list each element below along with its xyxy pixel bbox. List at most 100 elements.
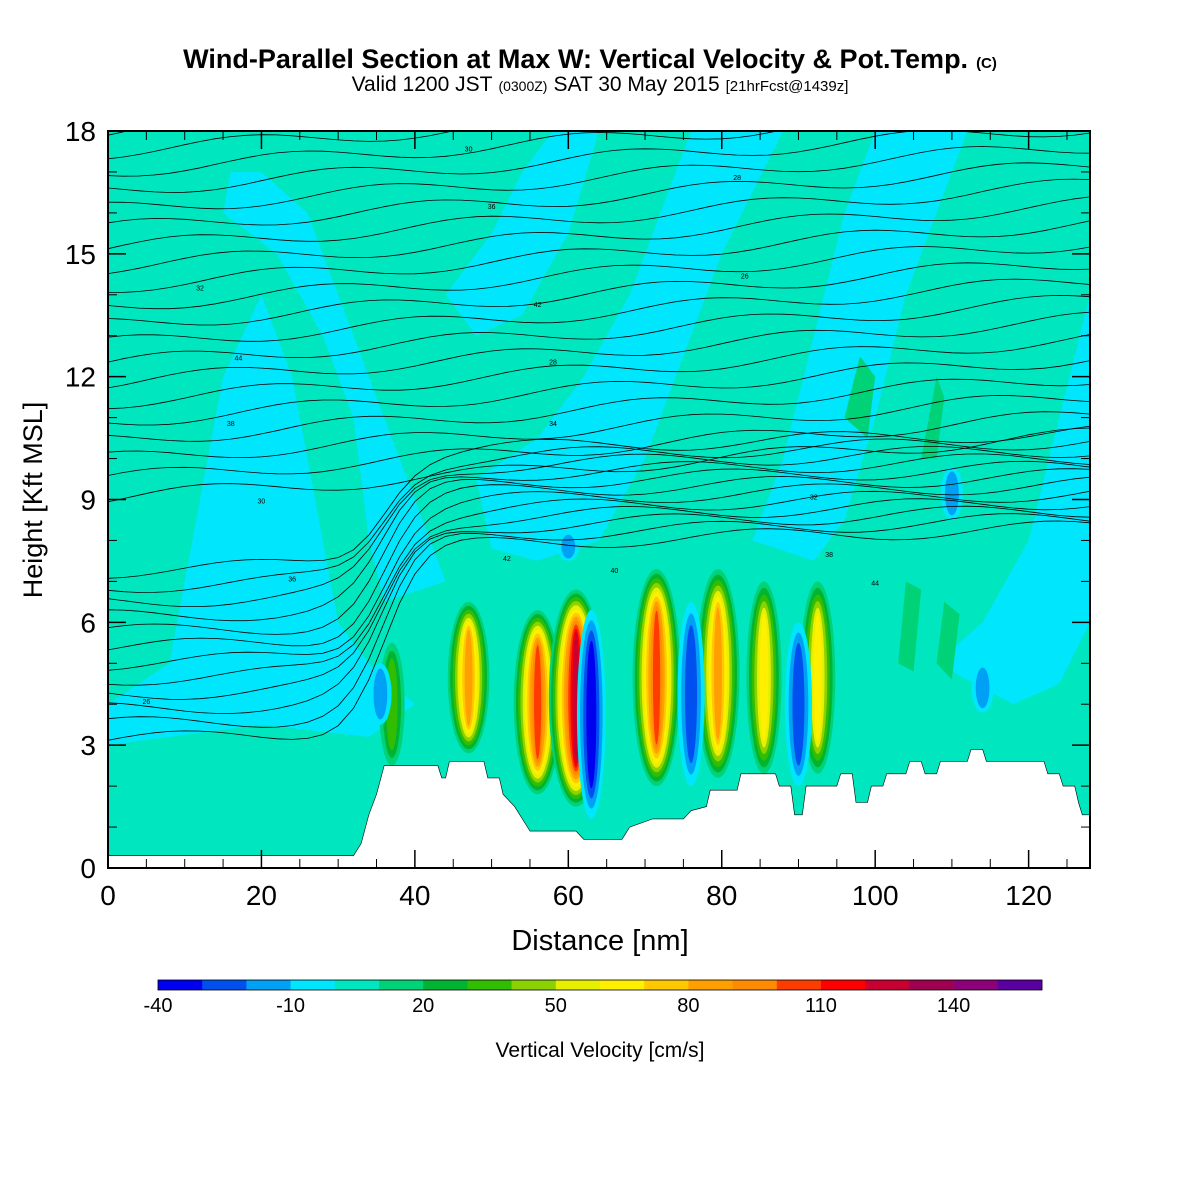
weak-downdraft-region: [223, 171, 446, 602]
weak-updraft-region: [921, 376, 945, 459]
x-tick-label: 80: [706, 880, 737, 911]
isentrope-label: 30: [258, 499, 266, 506]
colorbar-tick-label: -40: [144, 995, 173, 1017]
isentrope-line: [108, 294, 1090, 363]
updraft-column: [464, 629, 473, 726]
isentrope-line: [108, 394, 1090, 459]
colorbar-tick-label: -10: [276, 995, 305, 1017]
downdraft-column: [685, 624, 698, 764]
isentrope-label: 32: [810, 495, 818, 502]
x-tick-label: 0: [100, 880, 116, 911]
valid-zulu: (0300Z): [498, 78, 547, 94]
downdraft-column: [586, 640, 597, 789]
updraft-column: [813, 614, 822, 742]
x-axis-label: Distance [nm]: [511, 925, 688, 957]
isentrope-label: 36: [488, 204, 496, 211]
isentrope-line: [108, 520, 1090, 741]
colorbar-tick-label: 80: [677, 995, 699, 1017]
colorbar-swatch: [732, 980, 778, 990]
colorbar-swatch: [688, 980, 733, 990]
chart-title-suffix: (C): [976, 55, 997, 72]
y-tick-label: 9: [80, 485, 96, 516]
colorbar-label: Vertical Velocity [cm/s]: [496, 1039, 705, 1062]
colorbar-swatch: [246, 980, 291, 990]
x-tick-label: 120: [1005, 880, 1052, 911]
isentrope-line: [108, 278, 1090, 342]
colorbar-swatch: [290, 980, 336, 990]
colorbar-swatch: [865, 980, 910, 990]
y-tick-label: 18: [65, 116, 96, 147]
downdraft-column: [561, 534, 576, 559]
chart-title: Wind-Parallel Section at Max W: Vertical…: [183, 44, 997, 74]
isentrope-line: [108, 460, 1090, 635]
chart-title-main: Wind-Parallel Section at Max W: Vertical…: [183, 44, 968, 74]
isentrope-line: [108, 425, 1090, 579]
colorbar-swatch: [644, 980, 689, 990]
isentrope-label: 36: [288, 576, 296, 583]
isentrope-line: [108, 334, 1090, 410]
isentrope-line: [108, 196, 1090, 274]
colorbar-swatch: [467, 980, 512, 990]
colorbar-swatch: [334, 980, 380, 990]
isentrope-line: [108, 513, 1090, 728]
weak-downdraft-region: [476, 131, 784, 561]
y-tick-label: 0: [80, 853, 96, 884]
x-tick-label: 20: [246, 880, 277, 911]
isentrope-label: 26: [142, 699, 150, 706]
colorbar-swatch: [953, 980, 999, 990]
terrain: [108, 748, 1090, 868]
isentrope-line: [108, 453, 1090, 622]
updraft-column: [713, 607, 722, 740]
valid-prefix: Valid 1200 JST: [352, 73, 493, 96]
y-tick-label: 6: [80, 607, 96, 638]
isentrope-label: 38: [825, 552, 833, 559]
isentrope-label: 42: [503, 556, 511, 563]
downdraft-column: [945, 471, 959, 516]
colorbar-tick-label: 50: [545, 995, 567, 1017]
isentrope-line: [108, 468, 1090, 651]
colorbar: -40 -10 20 50 80 110 140: [144, 979, 1043, 1017]
theta-isentropes: 26 32 38 44 30 36 42 28 34 40 26 32 38 44 30 36 42 28: [108, 131, 1090, 741]
valid-forecast: [21hrFcst@1439z]: [726, 78, 849, 95]
isentrope-line: [108, 438, 1090, 593]
isentrope-line: [108, 311, 1090, 389]
isentrope-line: [108, 262, 1090, 326]
isentrope-line: [108, 131, 455, 160]
chart-valid-time: Valid 1200 JST (0300Z) SAT 30 May 2015 [21h…: [352, 73, 849, 96]
isentrope-line: [108, 131, 780, 177]
y-tick-label: 12: [65, 362, 96, 393]
isentrope-line: [108, 178, 1090, 250]
isentrope-line: [108, 498, 1090, 700]
colorbar-swatch: [909, 980, 954, 990]
isentrope-label: 42: [534, 302, 542, 309]
x-tick-label: 60: [553, 880, 584, 911]
y-tick-label: 3: [80, 730, 96, 761]
isentrope-label: 32: [196, 286, 204, 293]
terrain-profile: [108, 748, 1090, 868]
plot-area: 26 32 38 44 30 36 42 28 34 40 26 32 38 44 30 36 42 28: [108, 131, 1090, 868]
isentrope-line: [108, 246, 1090, 310]
isentrope-line: [108, 146, 1090, 210]
downdraft-column: [792, 642, 805, 766]
isentrope-line: [108, 411, 1090, 476]
colorbar-swatch: [423, 980, 468, 990]
colorbar-swatch: [997, 980, 1043, 990]
isentrope-label: 40: [610, 568, 618, 575]
weak-updraft-region: [936, 601, 960, 680]
colorbar-frame: [157, 979, 1043, 991]
colorbar-swatch: [511, 980, 557, 990]
weak-downdraft-region: [108, 294, 415, 746]
isentrope-line: [108, 131, 1090, 193]
isentrope-label: 26: [741, 273, 749, 280]
valid-date: SAT 30 May 2015: [553, 73, 719, 96]
colorbar-swatch: [555, 980, 601, 990]
velocity-field: [108, 131, 1090, 819]
isentrope-line: [108, 220, 1090, 293]
weak-updraft-region: [844, 356, 876, 439]
colorbar-tick-label: 20: [412, 995, 434, 1017]
isentrope-line: [108, 378, 1090, 442]
colorbar-swatch: [158, 980, 203, 990]
y-tick-label: 15: [65, 239, 96, 270]
